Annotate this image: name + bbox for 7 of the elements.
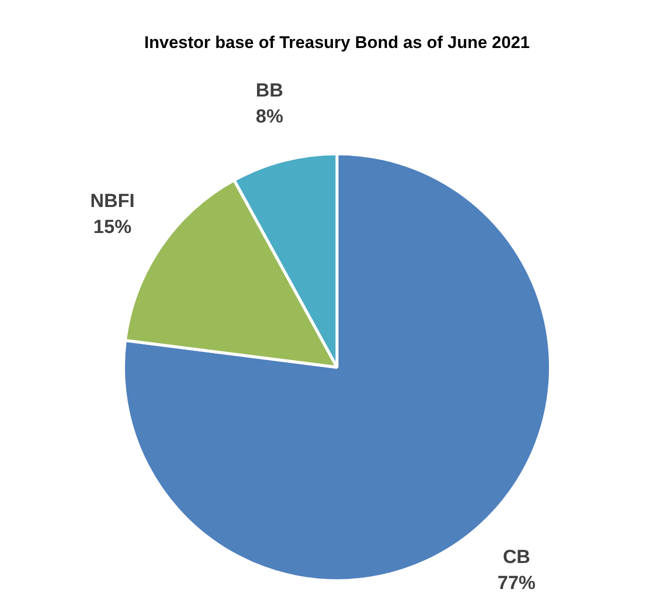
slice-label: BB: [256, 80, 284, 102]
chart-title: Investor base of Treasury Bond as of June 2021: [144, 32, 530, 52]
data-label: 8%: [256, 106, 284, 128]
data-label: 77%: [498, 573, 536, 594]
data-label: 15%: [93, 216, 132, 238]
slice-label: NBFI: [90, 190, 135, 212]
slice-label: CB: [502, 547, 530, 568]
